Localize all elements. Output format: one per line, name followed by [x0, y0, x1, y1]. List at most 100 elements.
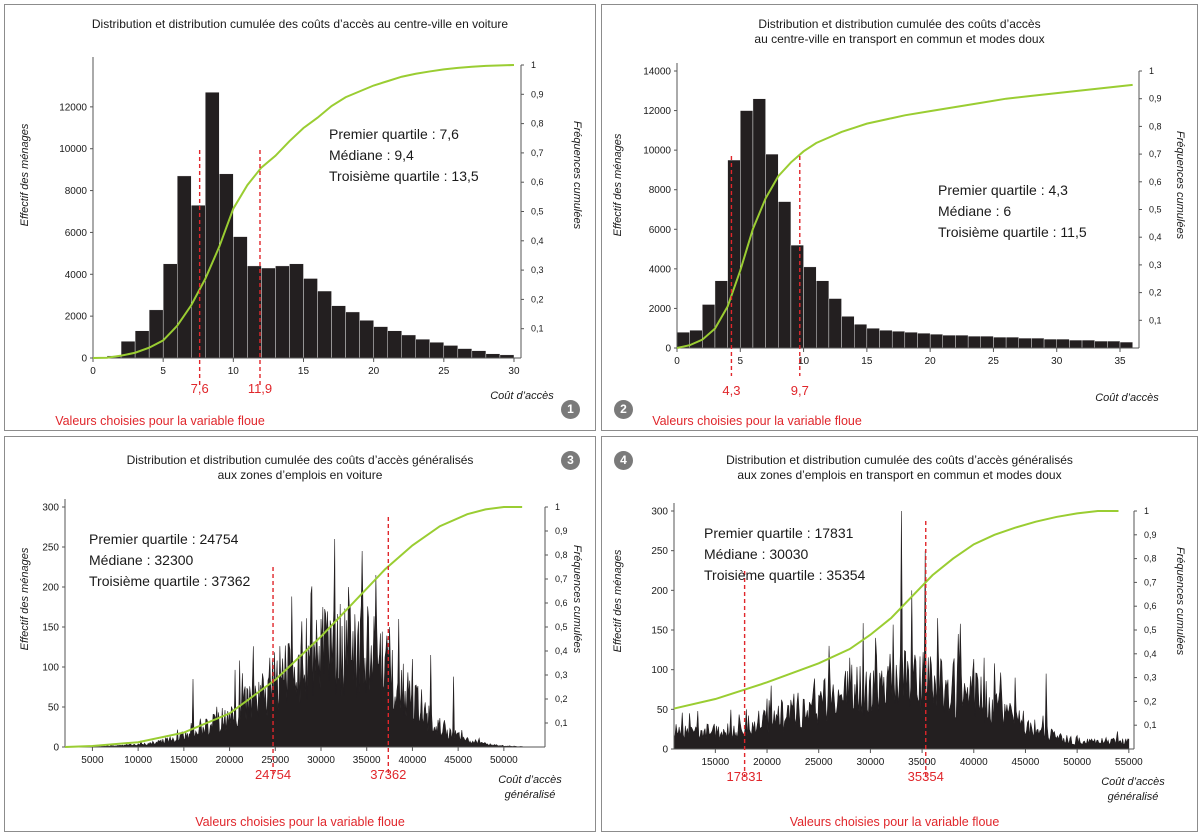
y-axis-label: Effectif des ménages: [19, 123, 31, 227]
y2-tick-label: 0,7: [531, 148, 544, 158]
y2-tick-label: 0,9: [1149, 94, 1162, 104]
histogram-bar: [803, 266, 817, 349]
histogram-bar: [1069, 339, 1083, 349]
histogram-bar: [134, 330, 150, 359]
y-tick-label: 8000: [65, 186, 88, 197]
y2-axis-label: Fréquences cumulées: [1174, 546, 1186, 656]
histogram-bar: [1005, 336, 1019, 349]
histogram-bar: [359, 320, 374, 359]
chosen-values-caption: Valeurs choisies pour la variable floue: [789, 815, 1000, 829]
chosen-values-caption: Valeurs choisies pour la variable floue: [652, 414, 862, 428]
histogram-bar: [727, 159, 741, 349]
x-tick-label: 30000: [856, 757, 884, 768]
histogram-bar: [765, 153, 779, 349]
chosen-value-label: 37362: [370, 767, 406, 782]
x-tick-label: 35: [1114, 356, 1126, 367]
histogram-bar: [345, 311, 360, 359]
x-tick-label: 15: [298, 366, 310, 377]
y-tick-label: 4000: [65, 270, 88, 281]
median: Médiane : 6: [938, 203, 1012, 219]
chosen-value-label: 7,6: [191, 381, 209, 396]
x-tick-label: 50000: [490, 755, 518, 766]
y2-tick-label: 0,8: [1144, 554, 1157, 564]
y-tick-label: 12000: [643, 106, 671, 117]
panel-number-badge: 1: [561, 400, 580, 419]
x-tick-label: 5000: [81, 755, 104, 766]
y2-tick-label: 0,1: [531, 324, 544, 334]
y2-axis-label: Fréquences cumulées: [571, 544, 583, 654]
histogram-bar: [967, 335, 981, 349]
histogram-bar: [471, 350, 487, 359]
y2-tick-label: 0,5: [531, 207, 544, 217]
x-axis-label: Coût d’accès: [490, 390, 554, 402]
histogram-bars: [673, 510, 1130, 750]
chosen-value-label: 24754: [255, 767, 291, 782]
histogram-bar: [457, 348, 473, 359]
histogram-bar: [879, 329, 893, 349]
histogram-bar: [387, 330, 402, 359]
histogram-bar: [828, 298, 842, 349]
histogram-bar: [275, 265, 290, 359]
histogram-bar: [289, 263, 304, 359]
y-axis-label: Effectif des ménages: [612, 133, 624, 237]
histogram-bar: [702, 304, 716, 349]
y-tick-label: 0: [662, 745, 668, 756]
histogram-bar: [1119, 341, 1133, 349]
x-tick-label: 40000: [399, 755, 427, 766]
x-tick-label: 25000: [805, 757, 833, 768]
panel-number-badge: 2: [614, 400, 633, 419]
chosen-values-caption: Valeurs choisies pour la variable floue: [195, 815, 405, 829]
histogram-bar: [1081, 339, 1095, 349]
third-quartile: Troisième quartile : 11,5: [938, 224, 1087, 240]
y2-tick-label: 0,2: [1144, 696, 1157, 706]
x-tick-label: 25000: [261, 755, 289, 766]
x-tick-label: 20000: [753, 757, 781, 768]
panel-number-badge: 4: [614, 451, 633, 470]
histogram-bar: [303, 278, 318, 359]
y2-tick-label: 0,5: [555, 622, 568, 632]
y2-tick-label: 0,3: [555, 670, 568, 680]
histogram-bar: [841, 316, 855, 349]
quartile-stats: Premier quartile : 4,3 Médiane : 6 Trois…: [938, 180, 1087, 243]
y2-tick-label: 0,5: [1149, 205, 1162, 215]
x-axis-label: Coût d’accès généralisé: [1101, 776, 1165, 803]
y-tick-label: 200: [651, 586, 668, 597]
cumulative-curve: [64, 506, 523, 748]
histogram-bar: [233, 236, 248, 359]
first-quartile: Premier quartile : 7,6: [329, 126, 459, 142]
y2-tick-label: 1: [1144, 506, 1149, 516]
x-tick-label: 5: [738, 356, 744, 367]
y2-tick-label: 0,9: [555, 526, 568, 536]
histogram-bar: [980, 335, 994, 349]
x-tick-label: 15000: [170, 755, 198, 766]
y-tick-label: 250: [651, 546, 668, 557]
histogram-bar: [429, 342, 445, 359]
chosen-values-caption: Valeurs choisies pour la variable floue: [55, 414, 265, 428]
cumulative-curve: [676, 83, 1133, 349]
y2-tick-label: 0,8: [555, 550, 568, 560]
histogram-bar: [247, 265, 262, 359]
x-axis-label: Coût d’accès généralisé: [498, 774, 562, 801]
histogram-bar: [162, 263, 178, 359]
y2-tick-label: 1: [1149, 66, 1154, 76]
y2-tick-label: 0,7: [1144, 577, 1157, 587]
cumulative-curve: [673, 510, 1119, 710]
histogram-bar: [714, 280, 728, 349]
y2-tick-label: 1: [531, 60, 536, 70]
y-tick-label: 4000: [649, 264, 672, 275]
quartile-stats: Premier quartile : 24754 Médiane : 32300…: [89, 529, 250, 592]
x-tick-label: 10: [798, 356, 810, 367]
x-tick-label: 5: [160, 366, 166, 377]
histogram-bar: [1094, 340, 1108, 349]
x-tick-label: 45000: [444, 755, 472, 766]
chart-title: Distribution et distribution cumulée des…: [726, 453, 1073, 482]
histogram-bar: [205, 92, 220, 359]
x-tick-label: 15000: [701, 757, 729, 768]
histogram-bar: [176, 175, 192, 359]
y2-tick-label: 0,4: [1149, 232, 1162, 242]
y-tick-label: 100: [651, 665, 668, 676]
y2-tick-label: 0,3: [1144, 673, 1157, 683]
y2-tick-label: 0,1: [555, 718, 568, 728]
x-tick-label: 20000: [216, 755, 244, 766]
y-tick-label: 50: [48, 703, 60, 714]
